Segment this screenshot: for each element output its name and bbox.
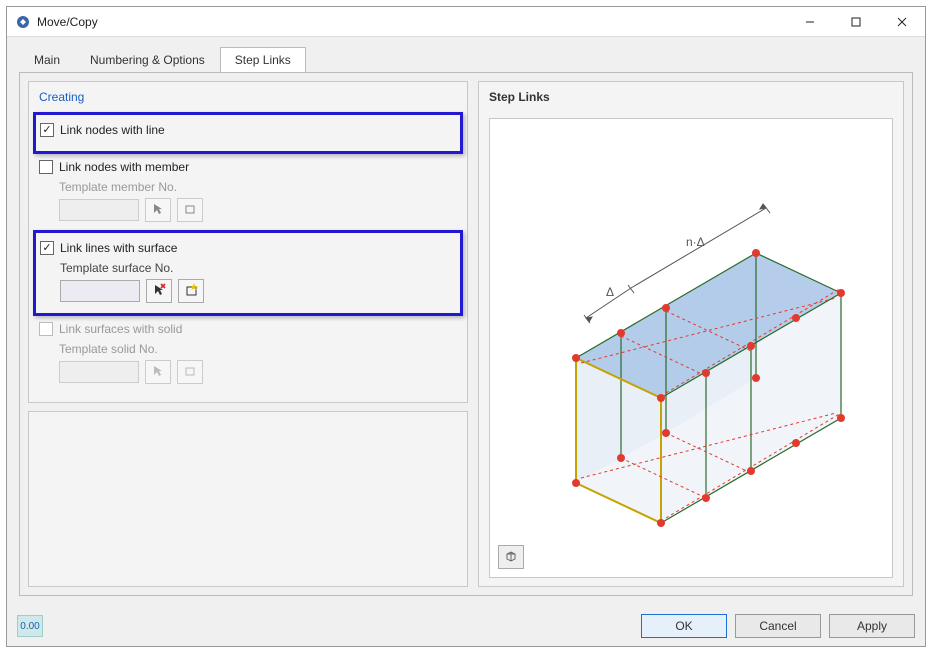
inputrow-member [59, 198, 457, 222]
tab-numbering-options[interactable]: Numbering & Options [75, 47, 220, 73]
cancel-button[interactable]: Cancel [735, 614, 821, 638]
preview-diagram: Δ n·Δ [506, 168, 876, 528]
window-title: Move/Copy [37, 15, 787, 29]
new-item-star-icon [183, 282, 199, 301]
step-links-title: Step Links [489, 90, 893, 104]
pick-arrow-icon [151, 202, 165, 219]
apply-label: Apply [857, 619, 887, 633]
titlebar: Move/Copy [7, 7, 925, 37]
dim-label-ndelta: n·Δ [686, 235, 705, 249]
pick-solid-button [145, 360, 171, 384]
label-template-member-no: Template member No. [59, 180, 457, 194]
input-template-surface-no[interactable] [60, 280, 140, 302]
ok-button[interactable]: OK [641, 614, 727, 638]
left-column: Creating Link nodes with line Link nodes… [28, 81, 468, 587]
row-link-lines-surface: Link lines with surface [40, 241, 454, 255]
input-template-member-no[interactable] [59, 199, 139, 221]
preview-area: Δ n·Δ [489, 118, 893, 578]
precision-button[interactable]: 0.00 [17, 615, 43, 637]
tab-bar: Main Numbering & Options Step Links [19, 47, 913, 73]
tab-body: Creating Link nodes with line Link nodes… [19, 72, 913, 596]
label-template-solid-no: Template solid No. [59, 342, 457, 356]
subblock-member: Template member No. [59, 180, 457, 222]
dim-label-delta: Δ [606, 285, 614, 299]
label-template-surface-no: Template surface No. [60, 261, 454, 275]
cancel-label: Cancel [759, 619, 796, 633]
new-surface-button[interactable] [178, 279, 204, 303]
apply-button[interactable]: Apply [829, 614, 915, 638]
row-link-nodes-member: Link nodes with member [39, 160, 457, 174]
new-member-button[interactable] [177, 198, 203, 222]
dialog-content: Main Numbering & Options Step Links Crea… [7, 37, 925, 606]
app-icon [15, 14, 31, 30]
new-item-icon [183, 202, 197, 219]
minimize-button[interactable] [787, 7, 833, 37]
preview-tool-button[interactable] [498, 545, 524, 569]
new-solid-button [177, 360, 203, 384]
creating-group: Creating Link nodes with line Link nodes… [28, 81, 468, 403]
highlight-link-nodes-line: Link nodes with line [33, 112, 463, 154]
dialog-footer: 0.00 OK Cancel Apply [7, 606, 925, 646]
preview-toolbar [498, 545, 524, 569]
checkbox-link-nodes-line[interactable] [40, 123, 54, 137]
label-link-surfaces-solid: Link surfaces with solid [59, 322, 182, 336]
pick-arrow-x-icon [151, 282, 167, 301]
pick-arrow-icon [151, 364, 165, 381]
label-link-nodes-line: Link nodes with line [60, 123, 165, 137]
pick-surface-button[interactable] [146, 279, 172, 303]
left-bottom-group [28, 411, 468, 587]
close-button[interactable] [879, 7, 925, 37]
creating-group-title: Creating [39, 90, 457, 104]
precision-label: 0.00 [20, 621, 39, 632]
label-link-lines-surface: Link lines with surface [60, 241, 177, 255]
step-links-group: Step Links [478, 81, 904, 587]
cube-icon [504, 549, 518, 566]
checkbox-link-surfaces-solid [39, 322, 53, 336]
subblock-surface: Template surface No. [60, 261, 454, 303]
tab-step-links[interactable]: Step Links [220, 47, 306, 73]
checkbox-link-nodes-member[interactable] [39, 160, 53, 174]
window-buttons [787, 7, 925, 37]
label-link-nodes-member: Link nodes with member [59, 160, 189, 174]
new-item-icon [183, 364, 197, 381]
row-link-nodes-line: Link nodes with line [40, 123, 454, 137]
subblock-solid: Template solid No. [59, 342, 457, 384]
input-template-solid-no [59, 361, 139, 383]
maximize-button[interactable] [833, 7, 879, 37]
checkbox-link-lines-surface[interactable] [40, 241, 54, 255]
pick-member-button[interactable] [145, 198, 171, 222]
highlight-link-lines-surface: Link lines with surface Template surface… [33, 230, 463, 316]
right-column: Step Links [478, 81, 904, 587]
row-link-surfaces-solid: Link surfaces with solid [39, 322, 457, 336]
inputrow-surface [60, 279, 454, 303]
ok-label: OK [675, 619, 692, 633]
inputrow-solid [59, 360, 457, 384]
tab-main[interactable]: Main [19, 47, 75, 73]
dialog-window: Move/Copy Main Numbering & Options Step … [6, 6, 926, 647]
